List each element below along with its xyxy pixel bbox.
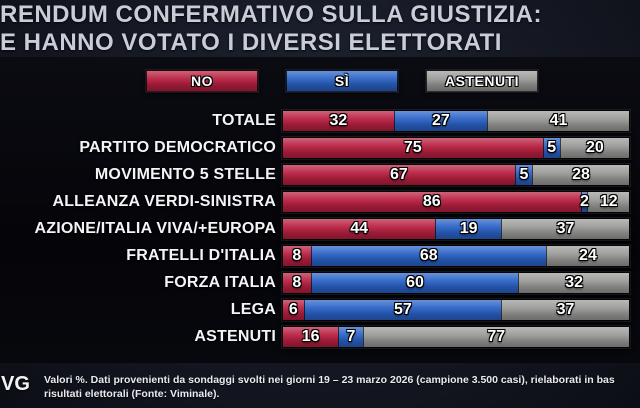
bar-value: 6 [288,300,298,318]
row-label: ALLEANZA VERDI-SINISTRA [52,192,276,210]
chart-row-astenuti: ASTENUTI 16 7 77 [0,323,640,350]
bar-segment-si: 57 [303,299,501,320]
footnote-line-2: risultati elettorali (Fonte: Viminale). [44,388,220,400]
chart-row-fratelli-d-italia: FRATELLI D'ITALIA 8 68 24 [0,242,640,269]
bar-segment-no: 6 [283,299,304,320]
bar-value: 44 [350,219,369,237]
row-label: FORZA ITALIA [164,273,276,291]
bar-value: 37 [556,300,575,318]
row-label: MOVIMENTO 5 STELLE [94,165,276,183]
row-label: TOTALE [212,111,276,129]
chart-row-movimento-5-stelle: MOVIMENTO 5 STELLE 67 5 28 [0,161,640,188]
legend-label: ASTENUTI [445,73,519,89]
bar-value: 24 [579,246,597,264]
legend-item-astenuti: ASTENUTI [426,70,538,92]
legend-label: NO [191,73,213,89]
bar-value: 12 [599,192,618,210]
bar-segment-astenuti: 41 [487,110,629,131]
bar-value: 68 [419,246,438,264]
bar-value: 5 [547,138,557,156]
bar-segment-astenuti: 37 [500,218,629,239]
stacked-bar: 86 2 12 [282,190,630,213]
bar-segment-astenuti: 24 [545,245,629,266]
chart-row-forza-italia: FORZA ITALIA 8 60 32 [0,269,640,296]
row-label: AZIONE/ITALIA VIVA/+EUROPA [34,219,276,237]
chart-legend: NO SÌ ASTENUTI [146,70,538,92]
bar-segment-no: 8 [283,245,311,266]
stacked-bar: 6 57 37 [282,298,630,321]
bar-segment-astenuti: 12 [587,191,629,212]
bar-value: 20 [585,138,604,156]
bar-value: 75 [403,138,422,156]
bar-segment-no: 16 [283,326,339,347]
bar-value: 57 [393,300,412,318]
chart-row-lega: LEGA 6 57 37 [0,296,640,323]
bar-value: 5 [519,165,529,183]
footnote: Valori %. Dati provenienti da sondaggi s… [44,373,636,401]
bar-value: 41 [549,111,568,129]
stacked-bar: 16 7 77 [282,325,630,348]
chart-rows: TOTALE 32 27 41 PARTITO DEMOCRATICO 75 5 20 MOVI… [0,107,640,350]
page-title: RENDUM CONFERMATIVO SULLA GIUSTIZIA: E H… [0,1,640,57]
bar-segment-astenuti: 20 [559,137,629,158]
row-label: ASTENUTI [194,327,276,345]
chart-row-partito-democratico: PARTITO DEMOCRATICO 75 5 20 [0,134,640,161]
bar-value: 32 [329,111,348,129]
bar-segment-no: 8 [283,272,311,293]
swg-logo: VG [1,373,30,395]
row-label: PARTITO DEMOCRATICO [79,138,276,156]
title-line-2: E HANNO VOTATO I DIVERSI ELETTORATI [0,29,502,56]
bar-segment-no: 44 [283,218,436,239]
bar-value: 8 [292,246,302,264]
bar-value: 7 [346,327,356,345]
bar-segment-si: 60 [310,272,519,293]
bar-segment-si: 19 [435,218,501,239]
bar-segment-si: 5 [514,164,533,185]
bar-value: 32 [565,273,584,291]
stacked-bar: 8 60 32 [282,271,630,294]
bar-value: 19 [459,219,478,237]
chart-row-totale: TOTALE 32 27 41 [0,107,640,134]
stacked-bar: 32 27 41 [282,109,630,132]
bar-segment-si: 2 [580,191,589,212]
stacked-bar: 44 19 37 [282,217,630,240]
bar-segment-no: 32 [283,110,394,131]
bar-value: 8 [292,273,302,291]
title-line-1: RENDUM CONFERMATIVO SULLA GIUSTIZIA: [0,1,542,28]
bar-segment-astenuti: 32 [518,272,629,293]
footnote-line-1: Valori %. Dati provenienti da sondaggi s… [44,374,615,386]
row-label: FRATELLI D'ITALIA [126,246,276,264]
bar-segment-astenuti: 28 [532,164,629,185]
bar-segment-si: 5 [542,137,560,158]
bar-value: 60 [406,273,424,291]
legend-item-si: SÌ [286,70,398,92]
bar-value: 27 [432,111,450,129]
bar-segment-si: 27 [393,110,488,131]
stacked-bar: 67 5 28 [282,163,630,186]
chart-panel: NO SÌ ASTENUTI TOTALE 32 27 41 PARTITO DEMOCRA… [0,57,640,363]
bar-segment-astenuti: 77 [362,326,629,347]
bar-value: 77 [487,327,506,345]
legend-label: SÌ [334,73,350,89]
bar-segment-si: 68 [310,245,546,266]
bar-value: 28 [572,165,590,183]
bar-value: 67 [390,165,408,183]
bar-segment-no: 75 [283,137,543,158]
chart-row-alleanza-verdi-sinistra: ALLEANZA VERDI-SINISTRA 86 2 12 [0,188,640,215]
legend-item-no: NO [146,70,258,92]
stacked-bar: 8 68 24 [282,244,630,267]
bar-value: 2 [580,192,589,210]
bar-value: 37 [556,219,575,237]
bar-segment-no: 67 [283,164,515,185]
bar-value: 16 [301,327,320,345]
bar-segment-astenuti: 37 [500,299,629,320]
chart-row-azione-italia-viva-europa: AZIONE/ITALIA VIVA/+EUROPA 44 19 37 [0,215,640,242]
stacked-bar: 75 5 20 [282,136,630,159]
bar-value: 86 [422,192,441,210]
bar-segment-si: 7 [338,326,363,347]
row-label: LEGA [230,300,276,318]
bar-segment-no: 86 [283,191,581,212]
footer: VG Valori %. Dati provenienti da sondagg… [0,373,640,401]
